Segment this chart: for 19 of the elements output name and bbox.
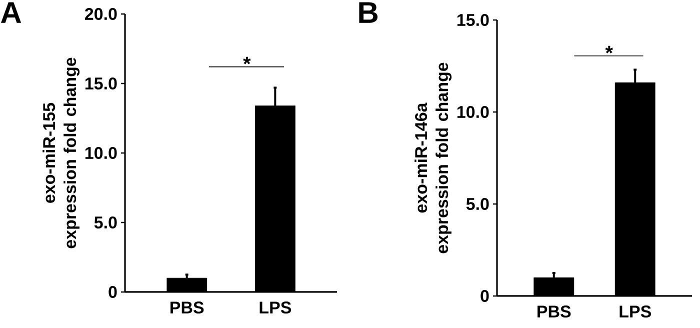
- x-tick-label: PBS: [538, 306, 571, 318]
- text: A: [0, 2, 22, 23]
- x-tick-label: PBS: [170, 302, 204, 314]
- y-tick-label: 15.0: [457, 14, 489, 26]
- annotation: *: [243, 56, 251, 64]
- x-tick-label: LPS: [620, 306, 651, 318]
- y-tick-label: 10.0: [457, 106, 489, 118]
- text: B: [359, 2, 378, 23]
- annotation: *: [605, 46, 613, 54]
- y-axis-title: exo-miR-155 expression fold change: [42, 58, 80, 248]
- y-axis-title: exo-miR-146a expression fold change: [414, 62, 452, 254]
- y-tick-label: 0: [480, 290, 489, 302]
- y-tick-label: 0: [108, 286, 117, 298]
- y-tick-label: 5.0: [94, 216, 117, 229]
- x-tick-label: LPS: [260, 302, 292, 314]
- y-tick-label: 10.0: [85, 146, 117, 160]
- y-tick-label: 5.0: [466, 198, 489, 210]
- y-tick-label: 20.0: [84, 8, 117, 20]
- y-tick-label: 15.0: [85, 77, 117, 90]
